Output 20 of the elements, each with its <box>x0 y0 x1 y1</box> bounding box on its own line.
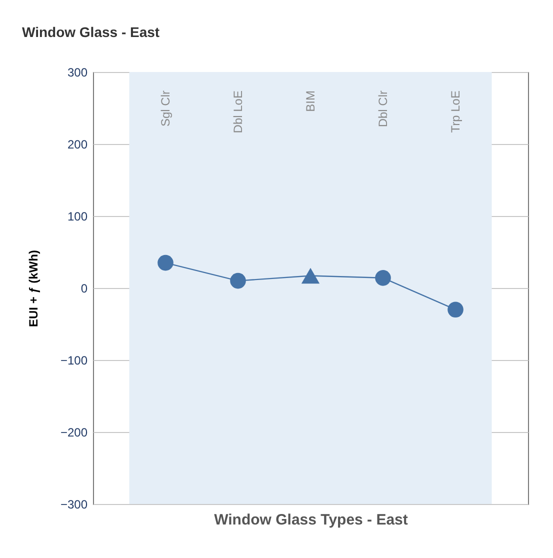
x-tick-label: Sgl Clr <box>158 90 172 127</box>
point <box>230 272 246 289</box>
x-tick-label: Dbl LoE <box>231 90 245 134</box>
y-tick-label: −300 <box>60 498 88 512</box>
y-tick-label: 200 <box>67 138 88 152</box>
y-tick-label: 300 <box>67 66 88 80</box>
y-axis-title: EUI + ƒ (kWh) <box>26 250 40 328</box>
point <box>375 270 391 286</box>
x-tick-label: BIM <box>304 90 318 112</box>
point <box>448 302 464 318</box>
y-tick-label: −200 <box>60 426 88 440</box>
y-tick-label: −100 <box>60 354 88 368</box>
x-axis-title: Window Glass Types - East <box>214 512 408 528</box>
y-tick-label: 0 <box>80 282 88 296</box>
x-tick-label: Dbl Clr <box>376 90 390 128</box>
chart-title: Window Glass - East <box>22 24 160 40</box>
point <box>158 254 174 271</box>
x-tick-label: Trp LoE <box>448 90 462 133</box>
point <box>301 268 320 284</box>
y-tick-label: 100 <box>67 210 88 224</box>
